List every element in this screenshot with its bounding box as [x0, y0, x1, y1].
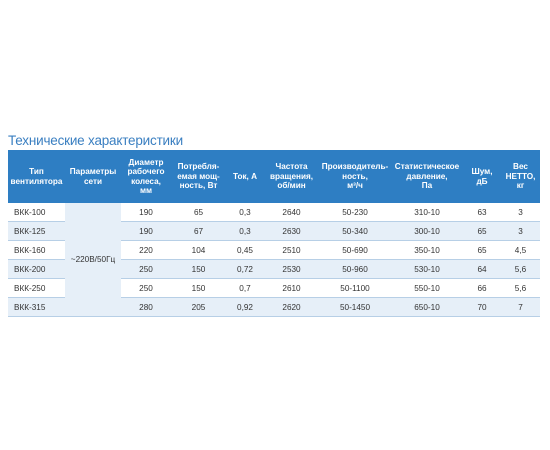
cell-capacity: 50-690	[319, 240, 391, 260]
cell-capacity: 50-960	[319, 259, 391, 279]
cell-noise: 66	[463, 278, 501, 298]
cell-current: 0,7	[226, 278, 264, 298]
cell-weight: 3	[501, 221, 540, 241]
cell-type: ВКК-200	[8, 259, 65, 279]
specs-table: Тип вентилятора Параметры сети Диаметр р…	[8, 150, 540, 317]
cell-noise: 70	[463, 297, 501, 317]
cell-current: 0,3	[226, 203, 264, 222]
cell-capacity: 50-1100	[319, 278, 391, 298]
header-rpm: Частота вращения, об/мин	[264, 150, 319, 203]
cell-network-params: ~220В/50Гц	[65, 203, 121, 317]
table-row: ВКК-100 ~220В/50Гц 190 65 0,3 2640 50-23…	[8, 203, 540, 317]
cell-noise: 65	[463, 221, 501, 241]
cell-diameter: 250	[121, 278, 171, 298]
cell-weight: 7	[501, 297, 540, 317]
cell-pressure: 650-10	[391, 297, 463, 317]
cell-capacity: 50-1450	[319, 297, 391, 317]
table-header-row: Тип вентилятора Параметры сети Диаметр р…	[8, 150, 540, 203]
cell-weight: 5,6	[501, 259, 540, 279]
cell-power: 67	[171, 221, 226, 241]
cell-noise: 65	[463, 240, 501, 260]
header-fan-type: Тип вентилятора	[8, 150, 65, 203]
cell-rpm: 2640	[264, 203, 319, 222]
header-weight: Вес НЕТТО, кг	[501, 150, 540, 203]
cell-diameter: 250	[121, 259, 171, 279]
cell-capacity: 50-340	[319, 221, 391, 241]
cell-power: 150	[171, 278, 226, 298]
cell-diameter: 220	[121, 240, 171, 260]
header-pressure: Статистическое давление, Па	[391, 150, 463, 203]
table-row: ВКК-125 190 67 0,3 2630 50-340 300-10 65…	[8, 221, 540, 241]
cell-capacity: 50-230	[319, 203, 391, 222]
cell-power: 205	[171, 297, 226, 317]
cell-current: 0,45	[226, 240, 264, 260]
header-capacity: Производитель- ность, м³/ч	[319, 150, 391, 203]
cell-power: 104	[171, 240, 226, 260]
cell-noise: 64	[463, 259, 501, 279]
table-row: ВКК-250 250 150 0,7 2610 50-1100 550-10 …	[8, 278, 540, 298]
page-title: Технические характеристики	[8, 133, 183, 148]
cell-diameter: 280	[121, 297, 171, 317]
cell-rpm: 2620	[264, 297, 319, 317]
table-row: ВКК-200 250 150 0,72 2530 50-960 530-10 …	[8, 259, 540, 279]
header-power: Потребля- емая мощ- ность, Вт	[171, 150, 226, 203]
cell-rpm: 2610	[264, 278, 319, 298]
cell-pressure: 350-10	[391, 240, 463, 260]
header-current: Ток, А	[226, 150, 264, 203]
header-noise: Шум, дБ	[463, 150, 501, 203]
cell-weight: 3	[501, 203, 540, 222]
cell-current: 0,3	[226, 221, 264, 241]
cell-diameter: 190	[121, 221, 171, 241]
cell-weight: 4,5	[501, 240, 540, 260]
cell-diameter: 190	[121, 203, 171, 222]
table-row: ВКК-315 280 205 0,92 2620 50-1450 650-10…	[8, 297, 540, 317]
cell-type: ВКК-315	[8, 297, 65, 317]
table-row: ВКК-160 220 104 0,45 2510 50-690 350-10 …	[8, 240, 540, 260]
cell-type: ВКК-250	[8, 278, 65, 298]
cell-current: 0,72	[226, 259, 264, 279]
cell-type: ВКК-125	[8, 221, 65, 241]
cell-rpm: 2510	[264, 240, 319, 260]
cell-pressure: 310-10	[391, 203, 463, 222]
cell-weight: 5,6	[501, 278, 540, 298]
header-network-params: Параметры сети	[65, 150, 121, 203]
cell-pressure: 550-10	[391, 278, 463, 298]
cell-noise: 63	[463, 203, 501, 222]
cell-rpm: 2630	[264, 221, 319, 241]
cell-power: 150	[171, 259, 226, 279]
cell-current: 0,92	[226, 297, 264, 317]
cell-power: 65	[171, 203, 226, 222]
cell-rpm: 2530	[264, 259, 319, 279]
cell-type: ВКК-100	[8, 203, 65, 222]
cell-pressure: 300-10	[391, 221, 463, 241]
cell-type: ВКК-160	[8, 240, 65, 260]
cell-pressure: 530-10	[391, 259, 463, 279]
header-diameter: Диаметр рабочего колеса, мм	[121, 150, 171, 203]
